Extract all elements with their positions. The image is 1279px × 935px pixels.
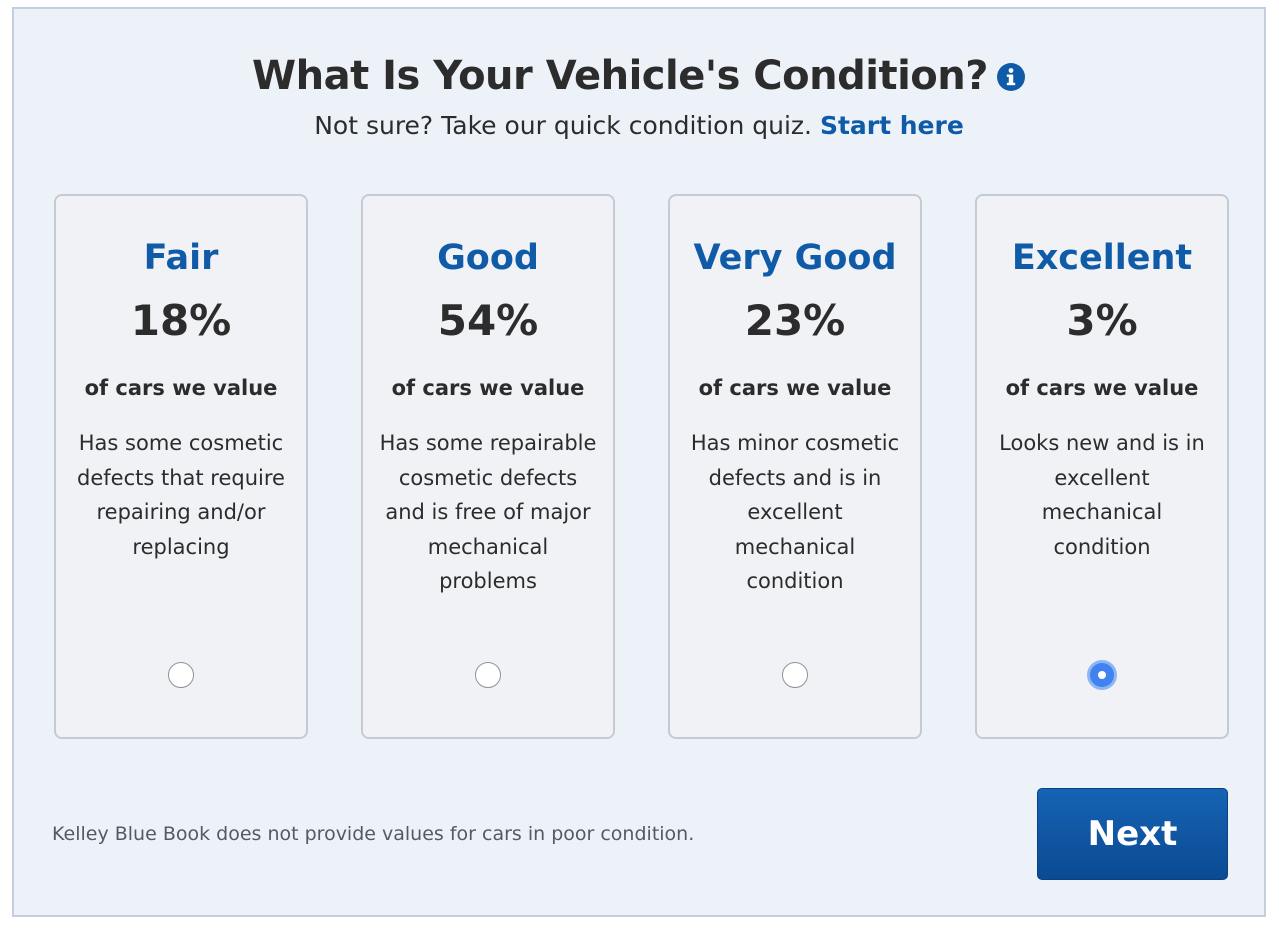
condition-description: Has some repairable cosmetic defects and… bbox=[379, 431, 597, 593]
condition-card-excellent[interactable]: Excellent 3% of cars we value Looks new … bbox=[975, 194, 1229, 739]
condition-card-very-good[interactable]: Very Good 23% of cars we value Has minor… bbox=[668, 194, 922, 739]
condition-title: Good bbox=[437, 238, 539, 278]
info-icon[interactable] bbox=[996, 62, 1026, 92]
condition-caption: of cars we value bbox=[391, 376, 585, 400]
condition-caption: of cars we value bbox=[84, 376, 278, 400]
condition-title: Excellent bbox=[1011, 238, 1193, 278]
disclaimer-note: Kelley Blue Book does not provide values… bbox=[52, 823, 695, 845]
condition-radio-excellent[interactable] bbox=[1087, 660, 1117, 690]
condition-percent: 18% bbox=[130, 296, 232, 345]
condition-caption: of cars we value bbox=[1005, 376, 1199, 400]
condition-percent: 3% bbox=[1066, 296, 1138, 345]
condition-card-good[interactable]: Good 54% of cars we value Has some repai… bbox=[361, 194, 615, 739]
condition-description: Looks new and is in excellent mechanical… bbox=[999, 431, 1205, 559]
subtitle: Not sure? Take our quick condition quiz.… bbox=[14, 111, 1264, 140]
condition-options: Fair 18% of cars we value Has some cosme… bbox=[54, 194, 1229, 739]
page-title: What Is Your Vehicle's Condition? bbox=[252, 53, 988, 99]
condition-card-fair[interactable]: Fair 18% of cars we value Has some cosme… bbox=[54, 194, 308, 739]
condition-radio-fair[interactable] bbox=[168, 662, 194, 688]
condition-description: Has minor cosmetic defects and is in exc… bbox=[690, 431, 900, 593]
start-quiz-link[interactable]: Start here bbox=[819, 111, 964, 140]
title-row: What Is Your Vehicle's Condition? bbox=[14, 53, 1264, 99]
condition-caption: of cars we value bbox=[698, 376, 892, 400]
condition-percent: 54% bbox=[437, 296, 539, 345]
condition-title: Fair bbox=[143, 238, 219, 278]
condition-radio-good[interactable] bbox=[475, 662, 501, 688]
condition-title: Very Good bbox=[693, 238, 897, 278]
condition-description: Has some cosmetic defects that require r… bbox=[77, 431, 285, 559]
condition-radio-very-good[interactable] bbox=[782, 662, 808, 688]
subtitle-text: Not sure? Take our quick condition quiz. bbox=[314, 111, 812, 140]
condition-panel: What Is Your Vehicle's Condition? Not su… bbox=[12, 7, 1266, 917]
next-button[interactable]: Next bbox=[1037, 788, 1228, 880]
condition-percent: 23% bbox=[744, 296, 846, 345]
